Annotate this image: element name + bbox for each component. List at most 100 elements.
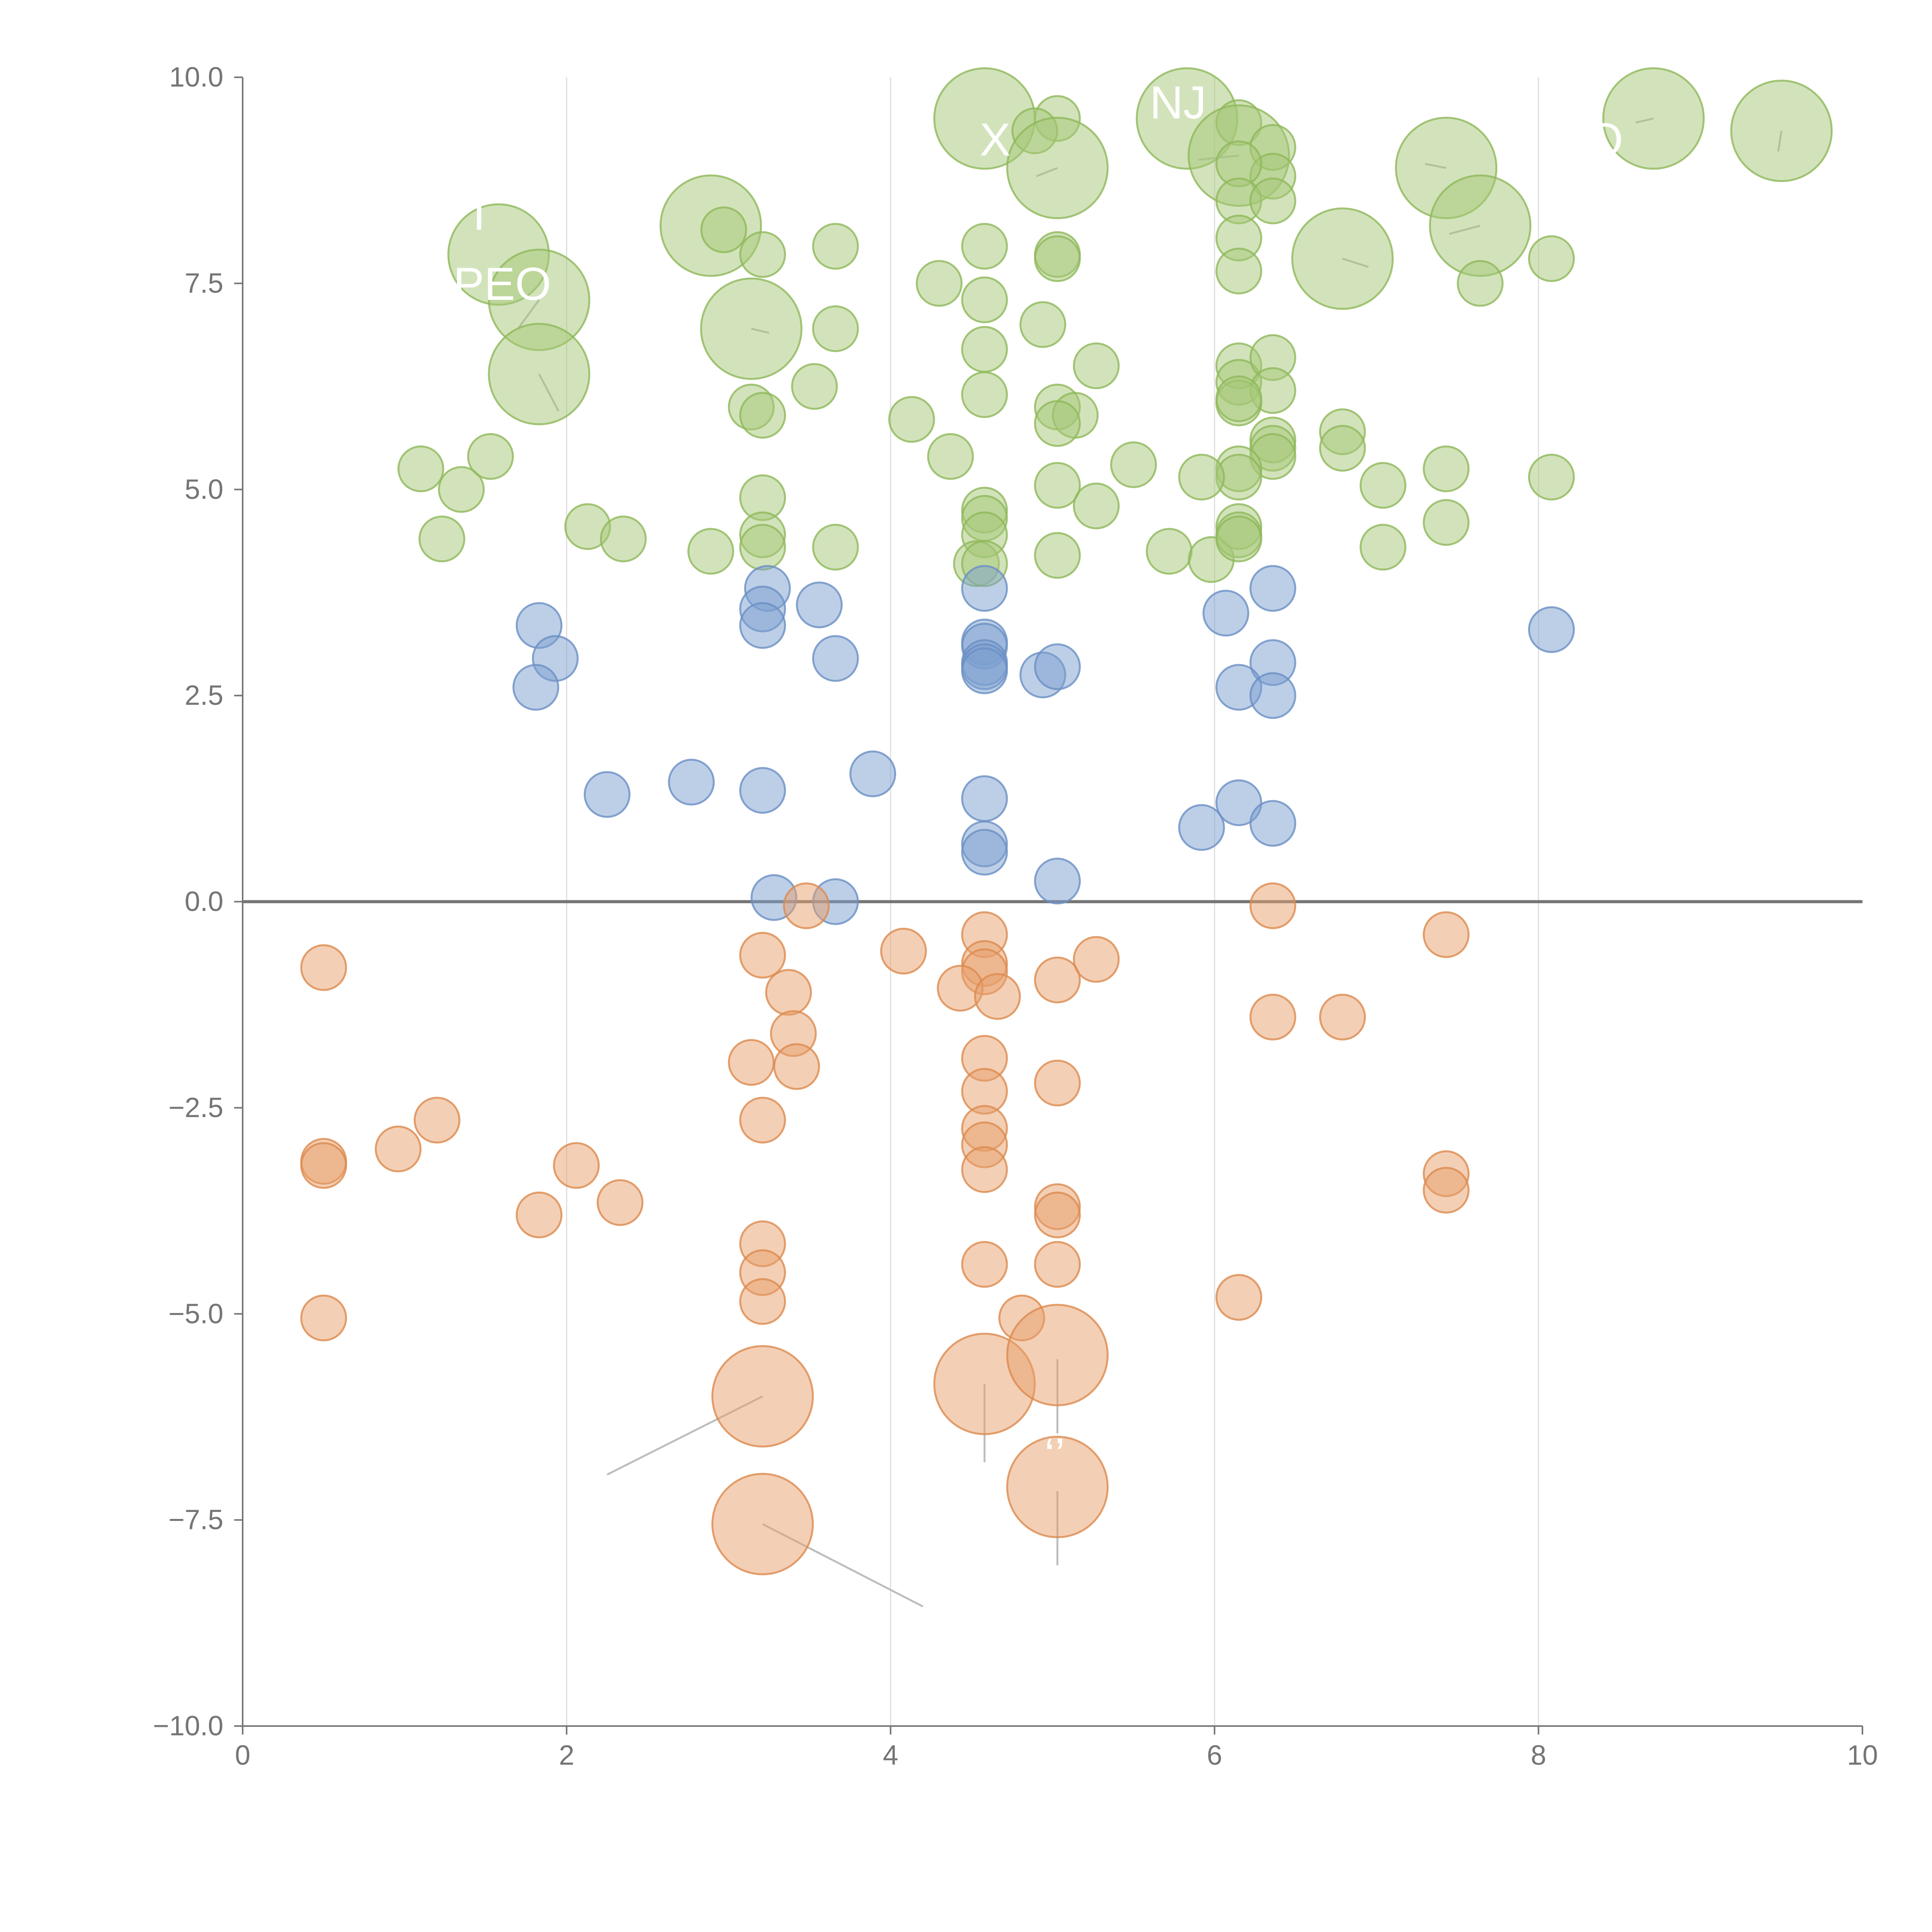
data-point-high	[1034, 400, 1081, 447]
x-tick-label: 4	[883, 1740, 898, 1771]
y-tick-label: −5.0	[168, 1298, 223, 1329]
y-tick-label: 5.0	[185, 474, 223, 505]
data-point-low	[880, 928, 927, 975]
data-point-mid	[583, 771, 631, 818]
data-point-high	[1034, 532, 1081, 579]
x-tick-label: 6	[1207, 1740, 1222, 1771]
data-point-mid	[961, 775, 1008, 822]
data-point-high	[1178, 454, 1225, 501]
data-point-high	[1359, 462, 1406, 509]
data-point-high	[600, 515, 647, 563]
data-point-high	[1146, 528, 1193, 575]
data-point-high	[1423, 499, 1470, 546]
point-label: O	[1587, 114, 1623, 166]
data-point-low	[1034, 956, 1081, 1003]
y-tick-label: −10.0	[153, 1711, 223, 1742]
data-point-high	[467, 433, 514, 480]
data-point-low	[413, 1097, 461, 1144]
data-point-low	[739, 932, 786, 979]
data-point-low	[1034, 1241, 1081, 1288]
data-point-high	[418, 515, 466, 563]
data-point-high	[438, 466, 485, 513]
data-point-low	[711, 1345, 814, 1448]
x-tick-label: 2	[559, 1740, 574, 1771]
data-point-mid	[1178, 804, 1225, 851]
data-point-high	[888, 396, 935, 443]
data-point-mid	[1215, 779, 1262, 826]
data-point-mid	[812, 635, 859, 682]
y-tick-label: 0.0	[185, 886, 223, 917]
data-point-mid	[1034, 643, 1081, 690]
data-point-high	[812, 305, 859, 352]
data-point-low	[1215, 1274, 1262, 1321]
data-point-mid	[1528, 606, 1575, 653]
data-point-high	[488, 323, 590, 425]
data-point-low	[597, 1179, 644, 1226]
data-point-mid	[961, 647, 1008, 694]
tick-labels: 0 2 4 6 8 10 −10.0 −7.5 −5.0 −2.5 0.0 2.5 5.0 7.5 10.0	[153, 62, 1878, 1771]
data-point-high	[961, 223, 1008, 270]
data-point-high	[397, 445, 444, 492]
data-point-high	[1730, 80, 1833, 182]
data-point-high	[739, 392, 786, 439]
data-point-mid	[796, 581, 843, 628]
x-tick-label: 8	[1531, 1740, 1546, 1771]
data-point-high	[812, 524, 859, 571]
data-point-high	[791, 363, 838, 410]
series-mid	[512, 565, 1575, 925]
data-point-high	[1215, 247, 1262, 294]
data-point-high	[961, 276, 1008, 323]
data-point-low	[1006, 1304, 1109, 1406]
point-label: ‘’	[1044, 1429, 1065, 1481]
y-tick-label: 10.0	[169, 62, 223, 93]
data-point-low	[1034, 1191, 1081, 1238]
data-point-high	[1215, 515, 1262, 563]
data-point-low	[553, 1142, 600, 1189]
data-point-mid	[961, 828, 1008, 876]
data-point-high	[1528, 235, 1575, 282]
data-point-low	[374, 1126, 422, 1173]
data-point-mid	[1249, 672, 1296, 719]
data-point-low	[773, 1043, 820, 1090]
data-point-mid	[961, 565, 1008, 612]
series-high	[397, 67, 1833, 587]
data-point-mid	[849, 750, 896, 798]
data-point-high	[739, 231, 786, 278]
point-labels: NJ X PEO I O ‘’	[453, 77, 1623, 1481]
data-point-high	[927, 433, 974, 480]
data-point-low	[974, 973, 1021, 1020]
data-point-high	[1423, 445, 1470, 492]
data-point-mid	[1202, 590, 1250, 637]
data-point-low	[1034, 1060, 1081, 1107]
data-point-high	[1073, 342, 1120, 389]
data-point-mid	[739, 767, 786, 814]
point-label: X	[980, 114, 1010, 166]
data-point-low	[300, 1294, 347, 1342]
series-low	[300, 882, 1470, 1575]
data-point-high	[700, 277, 803, 380]
data-point-high	[1319, 425, 1366, 472]
data-point-low	[765, 969, 812, 1016]
data-point-high	[700, 206, 747, 253]
x-tick-label: 10	[1847, 1740, 1878, 1771]
data-point-low	[739, 1278, 786, 1325]
data-point-high	[1006, 117, 1109, 219]
point-label: NJ	[1150, 77, 1207, 129]
data-point-low	[1423, 911, 1470, 958]
data-point-high	[1215, 375, 1262, 422]
data-point-low	[961, 1241, 1008, 1288]
y-tick-label: −7.5	[168, 1505, 223, 1536]
data-point-low	[783, 882, 830, 929]
point-label: PEO	[453, 258, 551, 310]
y-tick-label: 7.5	[185, 268, 223, 299]
data-point-mid	[739, 602, 786, 649]
data-point-mid	[1249, 800, 1296, 847]
data-point-mid	[1249, 565, 1296, 612]
data-point-high	[739, 524, 786, 571]
data-point-high	[812, 223, 859, 270]
point-label: I	[473, 188, 485, 240]
data-point-low	[711, 1473, 814, 1575]
data-point-high	[1249, 177, 1296, 224]
data-point-low	[1006, 1435, 1109, 1538]
